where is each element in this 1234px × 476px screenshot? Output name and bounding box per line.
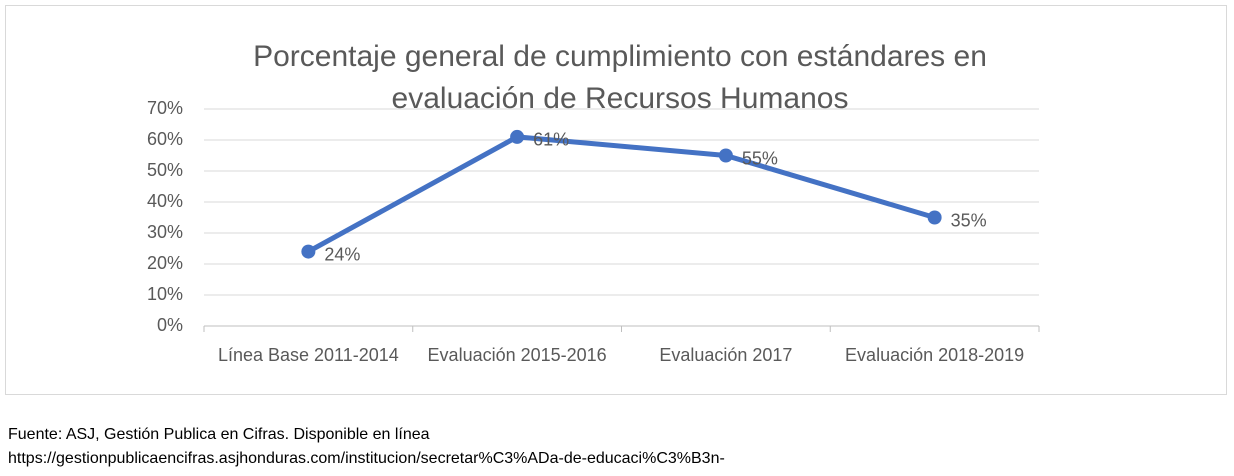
point (510, 129, 525, 144)
y-tick-label: 70% (147, 98, 183, 118)
chart-title: Porcentaje general de cumplimiento con e… (253, 40, 987, 115)
y-tick-label: 40% (147, 191, 183, 211)
chart-frame (5, 5, 1227, 395)
x-tick-label: Evaluación 2015-2016 (427, 345, 607, 365)
data-label: 55% (742, 148, 778, 168)
source-note: Fuente: ASJ, Gestión Publica en Cifras. … (8, 426, 430, 443)
point (301, 244, 316, 259)
y-tick-label: 0% (157, 315, 183, 335)
x-tick-label: Línea Base 2011-2014 (217, 345, 399, 365)
data-label: 24% (324, 244, 360, 264)
source-url: https://gestionpublicaencifras.asjhondur… (8, 450, 725, 467)
point (718, 148, 733, 163)
chart: 0% 10% 20% 30% 40% 50% 60% 70% 24% 61% 55% 35% (147, 98, 1040, 335)
data-label: 35% (951, 210, 987, 230)
y-tick-label: 30% (147, 222, 183, 242)
y-tick-label: 10% (147, 284, 183, 304)
data-label: 61% (533, 130, 569, 150)
x-tick-label: Evaluación 2017 (659, 345, 793, 365)
y-tick-label: 60% (147, 129, 183, 149)
point (927, 210, 942, 225)
x-tick-label: Evaluación 2018-2019 (845, 345, 1025, 365)
line-series (307, 134, 936, 254)
y-tick-label: 20% (147, 253, 183, 273)
y-tick-label: 50% (147, 160, 183, 180)
